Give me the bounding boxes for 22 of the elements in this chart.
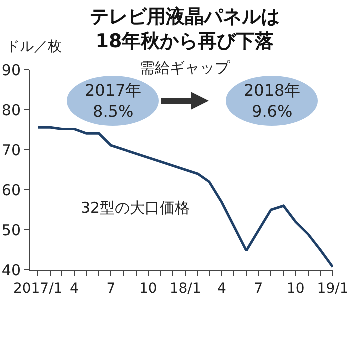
x-tick-label: 18/1 — [170, 280, 202, 297]
y-tick-label: 40 — [2, 261, 21, 280]
y-tick-label: 70 — [2, 141, 21, 160]
y-tick-label: 60 — [2, 181, 21, 200]
x-tick-label: 4 — [70, 280, 79, 297]
annotation: 需給ギャップ — [140, 59, 231, 77]
y-tick-label: 50 — [2, 221, 21, 240]
x-tick-label: 19/1 — [317, 280, 349, 297]
y-tick-label: 90 — [2, 61, 21, 80]
x-tick-label: 10 — [139, 280, 158, 297]
annotation: 2017年 8.5% — [85, 81, 142, 121]
line-series — [36, 126, 333, 268]
y-axis-title: ドル／枚 — [6, 39, 62, 55]
x-tick-label: 7 — [106, 280, 116, 297]
chart-title: テレビ用液晶パネルは 18年秋から再び下落 — [90, 6, 280, 53]
y-tick-label: 80 — [2, 101, 21, 120]
x-tick-label: 2017/1 — [13, 280, 63, 297]
x-tick-label: 4 — [217, 280, 226, 297]
series-label: 32型の大口価格 — [81, 199, 190, 217]
x-tick-label: 7 — [254, 280, 264, 297]
annotation: 2018年 9.6% — [244, 81, 301, 121]
x-tick-label: 10 — [286, 280, 305, 297]
